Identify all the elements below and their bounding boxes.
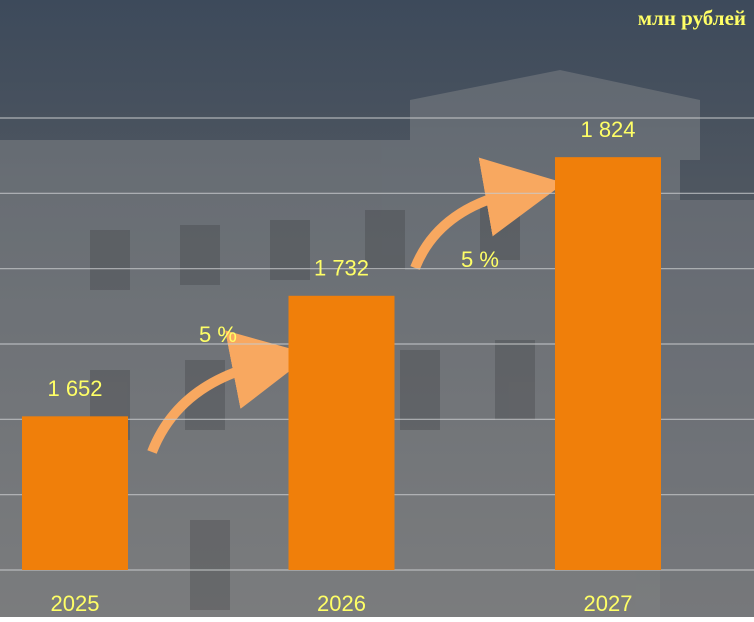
x-tick-label: 2027 xyxy=(584,591,633,616)
value-label: 1 732 xyxy=(314,256,369,281)
bar xyxy=(22,416,128,570)
bar xyxy=(289,296,395,570)
value-label: 1 652 xyxy=(47,376,102,401)
x-tick-label: 2026 xyxy=(317,591,366,616)
bar xyxy=(555,157,661,570)
unit-label: млн рублей xyxy=(638,6,746,30)
annotation: 5 % xyxy=(461,247,499,272)
annotation: 5 % xyxy=(199,322,237,347)
x-tick-label: 2025 xyxy=(51,591,100,616)
value-label: 1 824 xyxy=(580,117,635,142)
chart: млн рублей 5 % 5 % 1 652 2025 1 732 2026 1 8… xyxy=(0,0,754,617)
